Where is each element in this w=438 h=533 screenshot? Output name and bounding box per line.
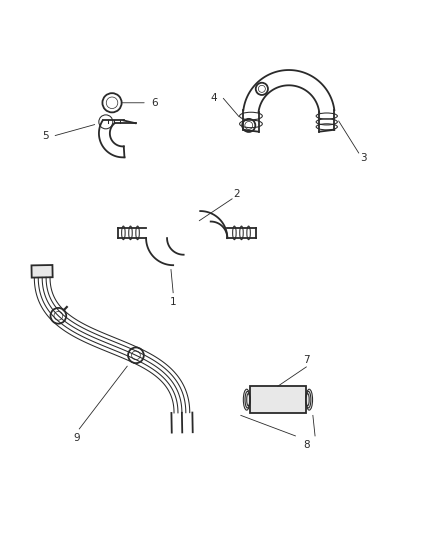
Text: 9: 9 (74, 433, 81, 443)
Text: 5: 5 (42, 131, 49, 141)
Ellipse shape (244, 389, 250, 410)
FancyBboxPatch shape (250, 386, 306, 413)
Text: 8: 8 (303, 440, 310, 450)
Text: 6: 6 (151, 98, 158, 108)
Polygon shape (32, 265, 53, 278)
Text: 2: 2 (233, 189, 240, 199)
Text: 7: 7 (303, 355, 310, 365)
Text: 1: 1 (170, 297, 177, 307)
Text: 4: 4 (210, 93, 217, 103)
Ellipse shape (306, 389, 313, 410)
Text: 3: 3 (360, 153, 367, 163)
